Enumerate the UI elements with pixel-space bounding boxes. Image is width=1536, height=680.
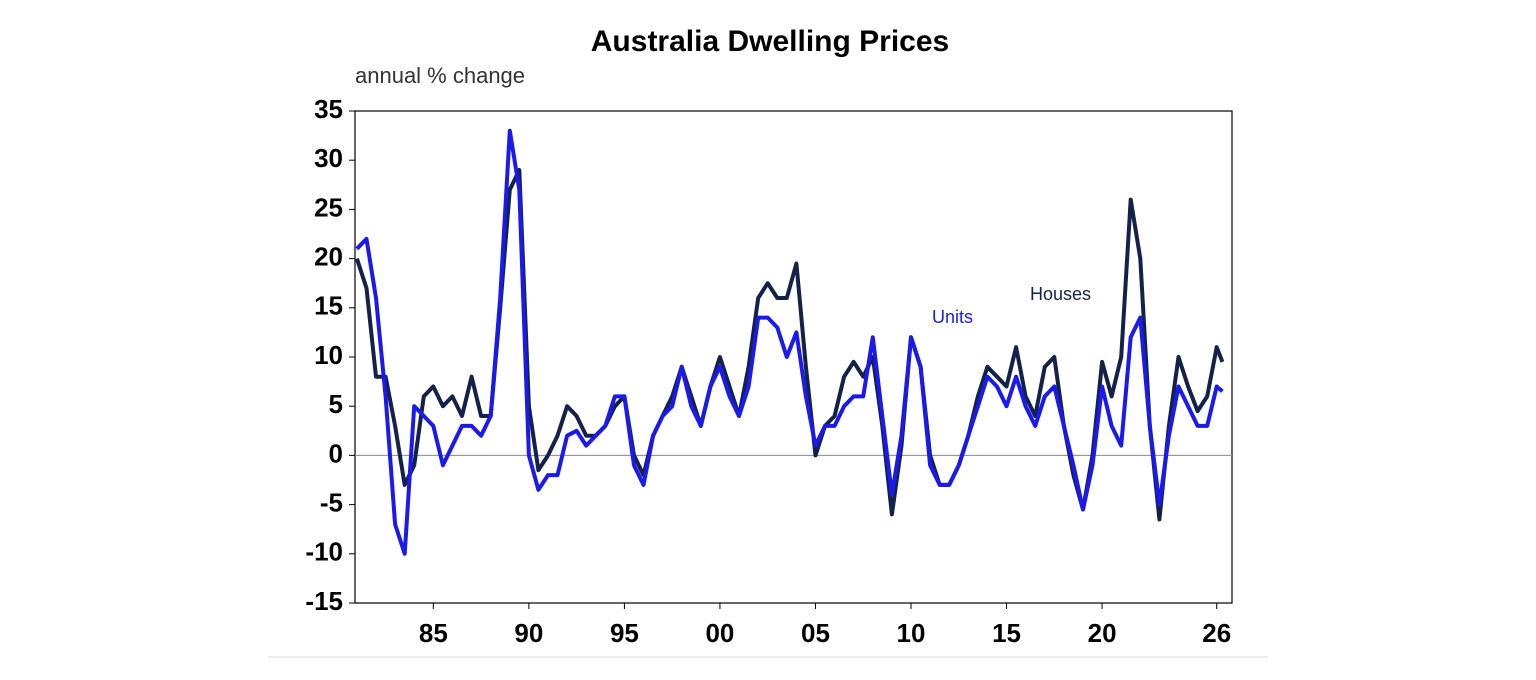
y-tick-label: -5 xyxy=(320,487,343,517)
series-label: Houses xyxy=(1030,284,1091,304)
y-tick-label: 25 xyxy=(314,192,343,222)
y-tick-label: 10 xyxy=(314,340,343,370)
x-tick-label: 95 xyxy=(610,618,639,648)
chart-title: Australia Dwelling Prices xyxy=(591,25,949,58)
y-tick-label: -15 xyxy=(305,586,343,616)
y-tick-label: 0 xyxy=(329,438,343,468)
series-label: Units xyxy=(932,307,973,327)
x-tick-label: 10 xyxy=(897,618,926,648)
x-tick-label: 26 xyxy=(1202,618,1231,648)
x-tick-label: 05 xyxy=(801,618,830,648)
y-axis-label: annual % change xyxy=(355,63,525,88)
series-line xyxy=(355,128,1224,556)
y-tick-label: 20 xyxy=(314,241,343,271)
y-tick-label: 30 xyxy=(314,143,343,173)
y-tick-label: 5 xyxy=(329,389,343,419)
y-tick-label: 35 xyxy=(314,94,343,124)
plot-frame xyxy=(354,110,1233,604)
x-tick-label: 15 xyxy=(992,618,1021,648)
x-tick-label: 90 xyxy=(514,618,543,648)
y-tick-label: 15 xyxy=(314,291,343,321)
x-tick-label: 00 xyxy=(705,618,734,648)
x-tick-label: 20 xyxy=(1088,618,1117,648)
y-tick-label: -10 xyxy=(305,537,343,567)
x-tick-label: 85 xyxy=(419,618,448,648)
